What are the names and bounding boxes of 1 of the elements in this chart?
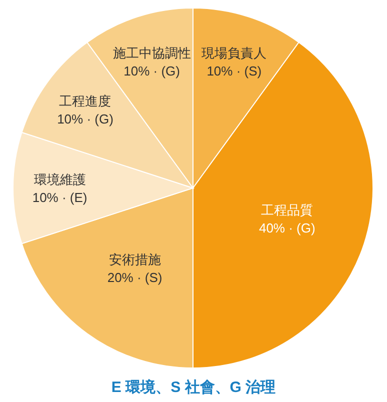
annotation: E 環境、S 社會、G 治理 [111,379,276,396]
